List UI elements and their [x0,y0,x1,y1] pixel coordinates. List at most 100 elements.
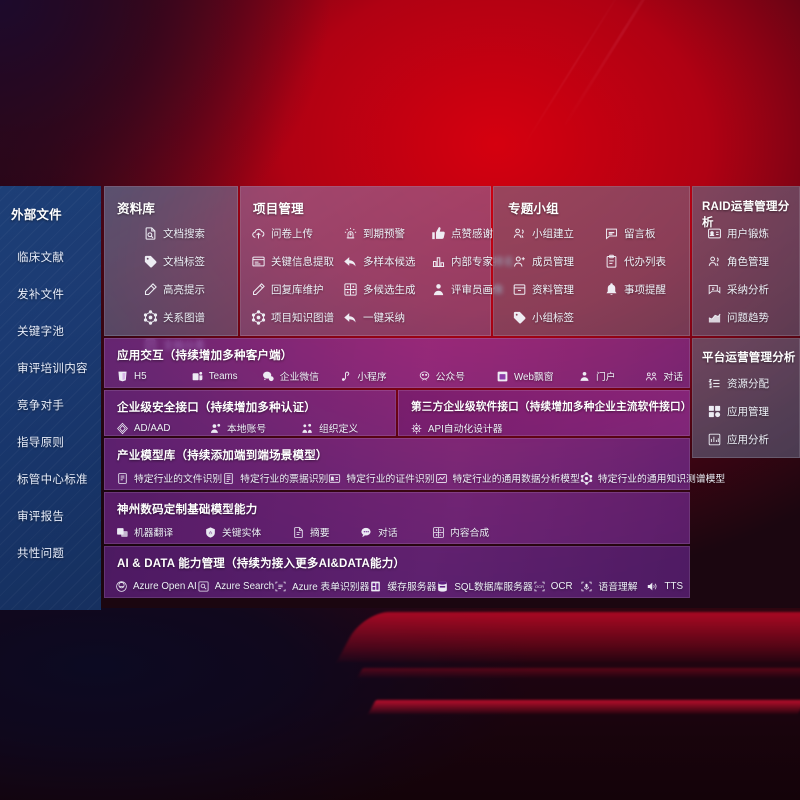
miniprogram-icon [339,370,352,383]
app-grid-icon [707,404,722,419]
ocr-icon: OCR [533,580,546,593]
inter-item-wecom[interactable]: 企业微信 [262,366,339,386]
ind-item-file-recognition[interactable]: 特定行业的文件识别 [116,468,222,488]
sidebar-item-supplementary-docs[interactable]: 发补文件 [0,275,101,312]
proj-item-project-knowledge-graph[interactable]: 项目知识图谱 [251,303,343,331]
inter-item-miniprogram[interactable]: 小程序 [339,366,417,386]
item-label: API自动化设计器 [428,424,503,435]
item-label: 语音理解 [598,582,638,593]
app-analysis-icon [707,432,722,447]
inter-item-official-account[interactable]: 公众号 [418,366,496,386]
item-label: 应用分析 [727,433,769,446]
archive-box-icon [512,282,527,297]
item-label: 采纳分析 [727,283,769,296]
sidebar-item-keyword-pool[interactable]: 关键字池 [0,312,101,349]
project-item-grid: 问卷上传 到期预警 点赞感谢 关键信息提取 多样本候选 [251,219,514,331]
kb-item-highlight[interactable]: 高亮提示 [143,275,237,303]
raid-item-user-training[interactable]: 用户锻炼 [707,219,799,247]
ind-item-receipt-recognition[interactable]: 特定行业的票据识别 [222,468,328,488]
sidebar-item-clinical-literature[interactable]: 临床文献 [0,238,101,275]
group-item-create-group[interactable]: 小组建立 [512,219,604,247]
item-label: 特定行业的证件识别 [346,474,435,485]
ai-item-form-recognizer[interactable]: Azure 表单识别器 [274,576,369,596]
group-item-message-board[interactable]: 留言板 [604,219,683,247]
group-item-group-tag[interactable]: 小组标签 [512,303,604,331]
sidebar-item-review-training[interactable]: 审评培训内容 [0,349,101,386]
highlighter-icon [143,282,158,297]
sidebar-texture [0,186,101,610]
summary-doc-icon [292,526,305,539]
group-item-event-reminder[interactable]: 事项提醒 [604,275,683,303]
inter-item-web-window[interactable]: Web飘窗 [496,366,578,386]
kb-item-document-tag[interactable]: 文档标签 [143,247,237,275]
third-item-api-designer[interactable]: API自动化设计器 [410,418,503,438]
base-item-key-entity[interactable]: A 关键实体 [204,522,292,542]
panel-industry-model: 产业模型库（持续添加端到端场景模型） 特定行业的文件识别 特定行业的票据识别 特… [104,438,725,490]
panel-enterprise-security: 企业级安全接口（持续增加多种认证） AD/AAD 本地账号 组织定义 [104,390,396,436]
inter-item-portal[interactable]: 门户 [578,366,645,386]
kb-item-document-search[interactable]: 文档搜索 [143,219,237,247]
proj-item-multi-sample-candidate[interactable]: 多样本候选 [343,247,431,275]
ind-item-data-analysis-model[interactable]: 特定行业的通用数据分析模型 [435,468,580,488]
base-item-machine-translate[interactable]: 机器翻译 [116,522,204,542]
content-merge-icon [432,526,445,539]
proj-item-thanks-like[interactable]: 点赞感谢 [431,219,514,247]
inter-item-h5[interactable]: H5 [116,366,191,386]
thumbs-up-icon [431,226,446,241]
ai-item-azure-search[interactable]: Azure Search [197,576,274,596]
proj-item-key-info-extract[interactable]: 关键信息提取 [251,247,343,275]
plat-item-app-management[interactable]: 应用管理 [707,397,799,425]
official-account-icon [418,370,431,383]
raid-item-issue-trend[interactable]: 问题趋势 [707,303,799,331]
item-label: 点赞感谢 [451,227,493,240]
panel-title-enterprise-security: 企业级安全接口（持续增加多种认证） [117,402,316,414]
inter-item-chat[interactable]: 对话 [645,366,683,386]
plat-item-app-analysis[interactable]: 应用分析 [707,425,799,453]
base-item-content-synthesis[interactable]: 内容合成 [432,522,489,542]
sec-item-ad-aad[interactable]: AD/AAD [116,418,209,438]
proj-item-reviewer-profile[interactable]: 评审员画像 [431,275,514,303]
ai-item-ocr[interactable]: OCR OCR [533,576,581,596]
ai-item-voice-understanding[interactable]: 语音理解 [580,576,646,596]
proj-item-multi-candidate-generate[interactable]: 多候选生成 [343,275,431,303]
ai-item-azure-openai[interactable]: Azure Open AI [115,576,197,596]
sidebar-item-standards-center[interactable]: 标管中心标准 [0,460,101,497]
search-doc-icon [197,580,210,593]
kb-item-relation-graph[interactable]: 关系图谱 [143,303,237,331]
group-item-material-management[interactable]: 资料管理 [512,275,604,303]
proj-item-reply-library[interactable]: 回复库维护 [251,275,343,303]
raid-item-grid: 用户锻炼 角色管理 采纳分析 问题趋势 [707,219,799,331]
item-label: 应用管理 [727,405,769,418]
item-label: 文档搜索 [163,227,205,240]
item-label: 特定行业的通用知识测谱模型 [597,474,726,485]
inter-item-teams[interactable]: Teams [191,366,262,386]
proj-item-questionnaire-upload[interactable]: 问卷上传 [251,219,343,247]
item-label: 对话 [663,372,683,383]
arrow-back-icon [343,254,358,269]
proj-item-one-click-adopt[interactable]: 一键采纳 [343,303,431,331]
ranking-bar-icon [431,254,446,269]
ai-item-sql-database-server[interactable]: SQL数据库服务器 [436,576,533,596]
panel-title-project-management: 项目管理 [253,202,304,216]
panel-title-topic-group: 专题小组 [508,202,559,216]
proj-item-expiry-alert[interactable]: 到期预警 [343,219,431,247]
sidebar-item-review-report[interactable]: 审评报告 [0,497,101,534]
sidebar-item-common-issues[interactable]: 共性问题 [0,534,101,571]
raid-item-adoption-analysis[interactable]: 采纳分析 [707,275,799,303]
group-item-todo-list[interactable]: 代办列表 [604,247,683,275]
sec-item-local-account[interactable]: 本地账号 [209,418,301,438]
ai-item-cache-server[interactable]: 缓存服务器 [369,576,436,596]
base-item-summary[interactable]: 摘要 [292,522,360,542]
ind-item-id-recognition[interactable]: 特定行业的证件识别 [328,468,435,488]
raid-item-role-management[interactable]: 角色管理 [707,247,799,275]
sidebar-item-guidelines[interactable]: 指导原则 [0,423,101,460]
sidebar-item-competitors[interactable]: 竞争对手 [0,386,101,423]
base-item-dialogue[interactable]: 对话 [360,522,432,542]
plat-item-resource-allocation[interactable]: 资源分配 [707,369,799,397]
data-analysis-icon [435,472,448,485]
item-label: 小组建立 [532,227,574,240]
group-item-member-management[interactable]: 成员管理 [512,247,604,275]
ai-item-tts[interactable]: TTS [646,576,683,596]
ind-item-knowledge-graph-model[interactable]: 特定行业的通用知识测谱模型 [580,468,725,488]
sec-item-org-definition[interactable]: 组织定义 [301,418,358,438]
